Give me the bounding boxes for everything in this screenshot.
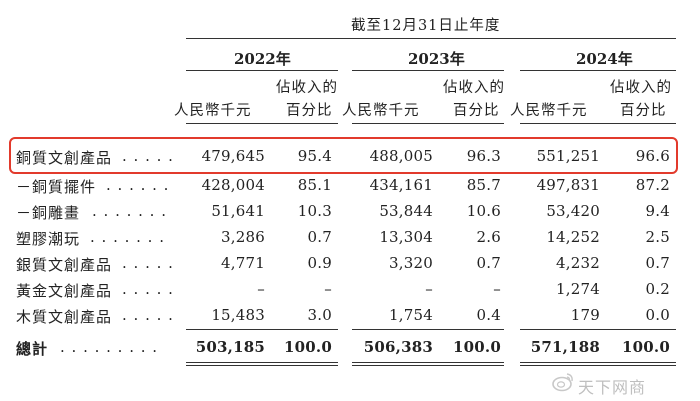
- amount-header-2024: 人民幣千元: [510, 103, 588, 119]
- pct-header-2022-line1: 佔收入的: [276, 80, 338, 96]
- cell-amount-2024: 14,252: [546, 228, 600, 246]
- pct-header-2023-line1: 佔收入的: [443, 80, 505, 96]
- pct-header-2023-line2: 百分比: [453, 103, 500, 119]
- subheader-rule-2023: [352, 123, 504, 124]
- cell-pct-2024: 0.0: [645, 306, 670, 324]
- cell-pct-2024: 0.2: [645, 280, 670, 298]
- total-pct-2022: 100.0: [284, 338, 332, 356]
- cell-pct-2023: 85.7: [466, 176, 501, 194]
- cell-amount-2022: 4,771: [221, 254, 265, 272]
- row-label: 銅質文創產品: [16, 149, 113, 167]
- total-top-rule-2024: [520, 329, 676, 330]
- year-2023: 2023年: [408, 50, 465, 68]
- cell-pct-2022: 0.7: [307, 228, 332, 246]
- total-double-rule-2022-a: [186, 362, 338, 363]
- cell-pct-2023: 10.6: [466, 202, 501, 220]
- cell-amount-2024: 4,232: [556, 254, 600, 272]
- cell-pct-2023: 96.3: [466, 147, 501, 165]
- cell-pct-2024: 2.5: [645, 228, 670, 246]
- row-label: －銅質擺件: [16, 178, 97, 196]
- cell-amount-2022: 15,483: [211, 306, 265, 324]
- highlight-box: [9, 137, 678, 174]
- row-leader-dots: . . . . . . . . .: [60, 338, 159, 356]
- total-top-rule-2023: [352, 329, 504, 330]
- subheader-rule-2024: [520, 123, 676, 124]
- row-leader-dots: . . . . .: [122, 147, 174, 165]
- cell-pct-2023: –: [493, 280, 501, 298]
- year-rule-2024: [520, 70, 676, 71]
- total-double-rule-2022-b: [186, 365, 338, 366]
- row-leader-dots: . . . . . . .: [90, 228, 165, 246]
- row-leader-dots: . . . . . . .: [92, 202, 167, 220]
- cell-pct-2023: 0.7: [476, 254, 501, 272]
- pct-header-2024-line2: 百分比: [620, 103, 667, 119]
- cell-amount-2023: 1,754: [389, 306, 433, 324]
- total-pct-2023: 100.0: [453, 338, 501, 356]
- row-label: 黃金文創產品: [16, 282, 113, 300]
- cell-amount-2022: 51,641: [211, 202, 265, 220]
- weibo-icon: [552, 373, 573, 392]
- watermark-text: 天下网商: [578, 378, 647, 397]
- cell-pct-2024: 87.2: [635, 176, 670, 194]
- cell-pct-2022: 0.9: [307, 254, 332, 272]
- total-amount-2023: 506,383: [363, 338, 433, 356]
- cell-pct-2022: 85.1: [297, 176, 332, 194]
- cell-pct-2024: 0.7: [645, 254, 670, 272]
- amount-header-2022: 人民幣千元: [174, 103, 252, 119]
- cell-pct-2022: 95.4: [297, 147, 332, 165]
- row-label: 銀質文創產品: [16, 256, 113, 274]
- row-leader-dots: . . . . . .: [106, 176, 170, 194]
- cell-amount-2022: 479,645: [201, 147, 265, 165]
- total-double-rule-2023-b: [352, 365, 504, 366]
- cell-pct-2023: 2.6: [476, 228, 501, 246]
- cell-amount-2024: 1,274: [556, 280, 600, 298]
- year-rule-2022: [186, 70, 338, 71]
- row-leader-dots: . . . . .: [122, 280, 174, 298]
- cell-amount-2023: 3,320: [389, 254, 433, 272]
- total-amount-2022: 503,185: [195, 338, 265, 356]
- row-leader-dots: . . . . .: [122, 254, 174, 272]
- year-2022: 2022年: [234, 50, 291, 68]
- cell-pct-2022: 3.0: [307, 306, 332, 324]
- total-amount-2024: 571,188: [530, 338, 600, 356]
- cell-pct-2023: 0.4: [476, 306, 501, 324]
- total-label: 總計: [16, 340, 49, 358]
- row-label: 木質文創產品: [16, 308, 113, 326]
- cell-pct-2024: 96.6: [635, 147, 670, 165]
- pct-header-2022-line2: 百分比: [286, 103, 333, 119]
- year-2024: 2024年: [576, 50, 633, 68]
- cell-amount-2022: –: [257, 280, 265, 298]
- row-leader-dots: . . . . .: [122, 306, 174, 324]
- total-double-rule-2024-a: [520, 362, 676, 363]
- cell-amount-2024: 497,831: [536, 176, 600, 194]
- cell-amount-2024: 53,420: [546, 202, 600, 220]
- pct-header-2024-line1: 佔收入的: [610, 80, 672, 96]
- row-label: －銅雕畫: [16, 204, 81, 222]
- total-double-rule-2024-b: [520, 365, 676, 366]
- cell-amount-2023: 13,304: [379, 228, 433, 246]
- cell-amount-2022: 3,286: [221, 228, 265, 246]
- year-rule-2023: [352, 70, 504, 71]
- total-pct-2024: 100.0: [622, 338, 670, 356]
- cell-amount-2023: 53,844: [379, 202, 433, 220]
- cell-amount-2024: 551,251: [536, 147, 600, 165]
- cell-amount-2024: 179: [570, 306, 600, 324]
- cell-amount-2023: 434,161: [369, 176, 433, 194]
- period-header: 截至12月31日止年度: [351, 18, 501, 34]
- subheader-rule-2022: [186, 123, 338, 124]
- cell-amount-2023: 488,005: [369, 147, 433, 165]
- cell-pct-2024: 9.4: [645, 202, 670, 220]
- period-rule: [186, 38, 676, 39]
- row-label: 塑膠潮玩: [16, 230, 81, 248]
- cell-amount-2023: –: [425, 280, 433, 298]
- total-top-rule-2022: [186, 329, 338, 330]
- total-double-rule-2023-a: [352, 362, 504, 363]
- cell-amount-2022: 428,004: [201, 176, 265, 194]
- cell-pct-2022: 10.3: [297, 202, 332, 220]
- cell-pct-2022: –: [324, 280, 332, 298]
- amount-header-2023: 人民幣千元: [342, 103, 420, 119]
